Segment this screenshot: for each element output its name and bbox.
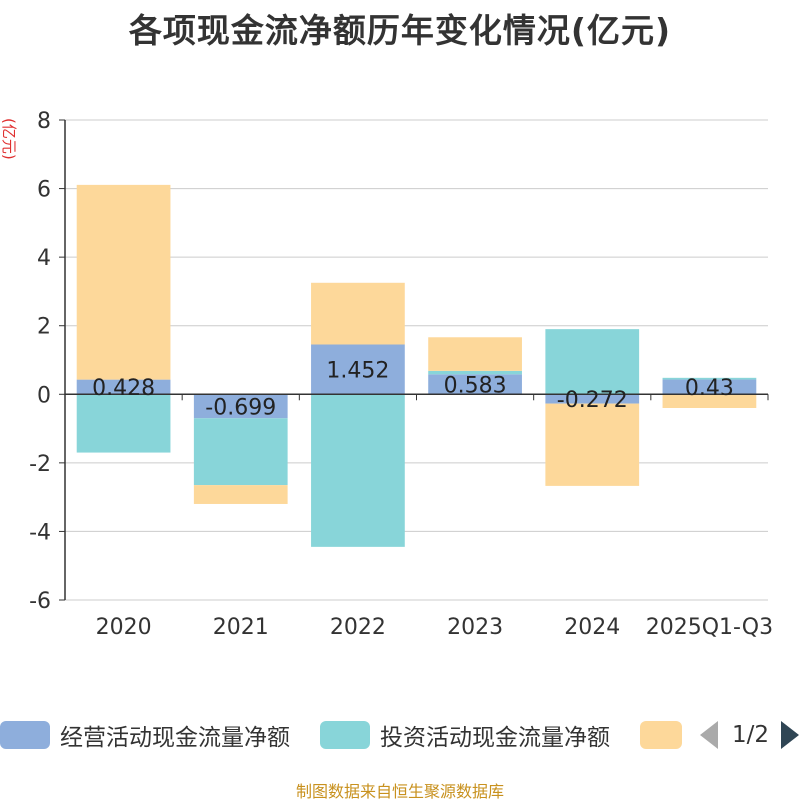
data-label: 0.43: [685, 376, 734, 401]
chart-title: 各项现金流净额历年变化情况(亿元): [128, 11, 672, 50]
bar-operating-2021: [193, 394, 288, 419]
legend-item-operating[interactable]: 经营活动现金流量净额: [0, 720, 290, 751]
bar-financing-2022: [311, 282, 405, 345]
pager-text: 1/2: [732, 722, 770, 748]
x-tick-label: 2020: [96, 615, 152, 640]
bar-investing-2022: [311, 394, 405, 547]
bar-financing-2024: [545, 403, 640, 486]
y-tick-label: -2: [29, 452, 51, 477]
bar-financing-2020: [76, 184, 171, 380]
data-source-footer: 制图数据来自恒生聚源数据库: [295, 782, 504, 801]
legend-swatch-financing: [640, 721, 682, 749]
x-tick-label: 2022: [330, 615, 386, 640]
data-label: -0.699: [205, 395, 276, 420]
y-tick-label: -4: [29, 520, 51, 545]
x-tick-label: 2021: [213, 615, 269, 640]
bar-operating-2023: [428, 374, 522, 395]
data-label: 1.452: [326, 358, 389, 383]
legend-item-financing[interactable]: [640, 720, 682, 750]
x-tick-label: 2024: [564, 615, 620, 640]
pager-prev-icon[interactable]: [700, 721, 718, 749]
legend-label-investing: 投资活动现金流量净额: [380, 725, 610, 751]
legend-pager: 1/2: [700, 720, 800, 750]
bar-operating-2022: [311, 344, 405, 395]
pager-next-icon[interactable]: [781, 721, 800, 749]
bar-financing-2025Q1-Q3: [662, 394, 757, 408]
bar-financing-2023: [428, 337, 522, 371]
y-tick-label: 4: [37, 246, 51, 271]
bar-investing-2024: [545, 329, 640, 395]
bar-operating-2025Q1-Q3: [662, 379, 757, 395]
legend: 经营活动现金流量净额 投资活动现金流量净额 1/2: [0, 716, 800, 752]
bar-financing-2021: [193, 485, 288, 504]
legend-item-investing[interactable]: 投资活动现金流量净额: [320, 720, 610, 751]
bar-investing-2020: [76, 394, 171, 453]
data-label: -0.272: [557, 388, 628, 413]
legend-swatch-investing: [320, 721, 370, 749]
y-tick-label: 0: [37, 383, 51, 408]
y-tick-label: 2: [37, 315, 51, 340]
y-tick-label: 6: [37, 178, 51, 203]
bar-operating-2020: [76, 379, 171, 395]
data-label: 0.583: [444, 373, 507, 398]
bar-investing-2023: [428, 370, 522, 375]
y-axis-label: (亿元): [0, 118, 18, 160]
bar-investing-2025Q1-Q3: [662, 377, 757, 380]
legend-swatch-operating: [0, 721, 50, 749]
x-tick-label: 2025Q1-Q3: [646, 615, 773, 640]
bar-operating-2024: [545, 394, 640, 404]
y-tick-label: -6: [29, 589, 51, 614]
bar-investing-2021: [193, 418, 288, 486]
x-tick-label: 2023: [447, 615, 503, 640]
legend-label-operating: 经营活动现金流量净额: [60, 725, 290, 751]
data-label: 0.428: [92, 376, 155, 401]
y-tick-label: 8: [37, 109, 51, 134]
